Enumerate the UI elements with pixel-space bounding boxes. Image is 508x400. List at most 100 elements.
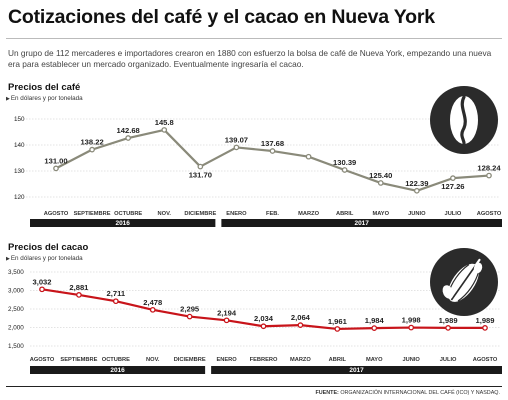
triangle-marker-icon: ▶ bbox=[6, 96, 10, 102]
coffee-data-label: 131.70 bbox=[189, 171, 212, 180]
coffee-y-tick-label: 120 bbox=[14, 194, 25, 201]
coffee-data-label: 130.39 bbox=[333, 158, 356, 167]
coffee-chart-title: Precios del café bbox=[8, 82, 81, 93]
coffee-x-tick-label: JULIO bbox=[445, 211, 462, 217]
coffee-data-point bbox=[197, 163, 204, 170]
cocoa-x-tick-label: MARZO bbox=[290, 357, 311, 363]
cocoa-data-point bbox=[76, 292, 82, 298]
coffee-data-label: 145.8 bbox=[155, 118, 174, 127]
cocoa-y-tick-label: 2,000 bbox=[8, 325, 24, 332]
coffee-data-label: 125.40 bbox=[369, 171, 392, 180]
cocoa-data-point bbox=[371, 325, 378, 331]
coffee-data-point bbox=[161, 127, 168, 133]
cocoa-y-tick-label: 3,000 bbox=[8, 288, 24, 295]
cocoa-data-point bbox=[186, 313, 193, 320]
cocoa-chart-subtitle: ▶En dólares y por tonelada bbox=[6, 255, 83, 262]
cocoa-data-label: 1,998 bbox=[402, 316, 421, 325]
coffee-x-tick-label: OCTUBRE bbox=[114, 211, 142, 217]
cocoa-x-tick-label: AGOSTO bbox=[473, 357, 498, 363]
cocoa-data-point bbox=[39, 286, 45, 293]
cocoa-data-point bbox=[260, 323, 267, 330]
coffee-chart-subtitle-text: En dólares y por tonelada bbox=[10, 95, 83, 102]
cocoa-x-tick-label: JUNIO bbox=[402, 357, 420, 363]
cocoa-data-label: 2,034 bbox=[254, 314, 274, 323]
cocoa-data-label: 2,711 bbox=[107, 289, 126, 298]
cocoa-data-point bbox=[297, 322, 304, 328]
coffee-x-tick-label: NOV. bbox=[158, 211, 172, 217]
coffee-data-point bbox=[233, 144, 240, 151]
cocoa-y-tick-label: 3,500 bbox=[8, 269, 24, 276]
coffee-x-tick-label: JUNIO bbox=[408, 211, 426, 217]
cocoa-pod-icon bbox=[430, 248, 498, 316]
title-divider bbox=[6, 38, 502, 39]
cocoa-x-tick-label: ABRIL bbox=[329, 357, 347, 363]
cocoa-data-label: 1,989 bbox=[475, 316, 494, 325]
coffee-year-label: 2017 bbox=[354, 220, 369, 227]
coffee-y-tick-label: 150 bbox=[14, 116, 25, 123]
cocoa-x-tick-label: ENERO bbox=[216, 357, 237, 363]
cocoa-data-point bbox=[112, 298, 119, 305]
cocoa-data-label: 3,032 bbox=[32, 277, 51, 286]
coffee-data-label: 131.00 bbox=[44, 156, 67, 165]
coffee-x-tick-label: ENERO bbox=[226, 211, 247, 217]
cocoa-data-point bbox=[223, 317, 230, 324]
coffee-x-tick-label: FEB. bbox=[266, 211, 279, 217]
cocoa-data-point bbox=[149, 306, 156, 313]
coffee-data-point bbox=[125, 135, 132, 141]
source-note: FUENTE: ORGANIZACIÓN INTERNACIONAL DEL C… bbox=[315, 390, 500, 396]
cocoa-chart-subtitle-text: En dólares y por tonelada bbox=[10, 255, 83, 262]
cocoa-data-point bbox=[482, 325, 488, 331]
triangle-marker-icon: ▶ bbox=[6, 256, 10, 262]
intro-text: Un grupo de 112 mercaderes e importadore… bbox=[8, 48, 492, 69]
cocoa-x-tick-label: NOV. bbox=[146, 357, 160, 363]
coffee-data-label: 139.07 bbox=[225, 135, 248, 144]
coffee-data-point bbox=[305, 153, 312, 160]
cocoa-data-label: 1,984 bbox=[365, 316, 385, 325]
coffee-bean-icon bbox=[430, 86, 498, 154]
coffee-data-label: 127.26 bbox=[441, 182, 464, 191]
coffee-data-label: 128.24 bbox=[477, 164, 501, 173]
footer-divider bbox=[6, 386, 502, 387]
cocoa-data-label: 1,989 bbox=[439, 316, 458, 325]
cocoa-x-tick-label: MAYO bbox=[366, 357, 383, 363]
coffee-data-point bbox=[413, 187, 420, 194]
cocoa-year-bar bbox=[30, 366, 206, 374]
cocoa-data-point bbox=[408, 324, 415, 331]
coffee-data-point bbox=[269, 148, 276, 154]
coffee-data-label: 138.22 bbox=[80, 138, 103, 147]
cocoa-x-tick-label: AGOSTO bbox=[30, 357, 55, 363]
cocoa-data-label: 2,295 bbox=[180, 305, 200, 314]
cocoa-y-tick-label: 1,500 bbox=[8, 343, 24, 350]
cocoa-x-tick-label: JULIO bbox=[440, 357, 457, 363]
coffee-x-tick-label: AGOSTO bbox=[44, 211, 69, 217]
cocoa-data-point bbox=[445, 325, 451, 331]
cocoa-x-tick-label: OCTUBRE bbox=[102, 357, 130, 363]
cocoa-year-bar bbox=[211, 366, 502, 374]
cocoa-data-label: 2,194 bbox=[217, 308, 237, 317]
coffee-data-label: 137.68 bbox=[261, 139, 284, 148]
coffee-y-tick-label: 140 bbox=[14, 142, 25, 149]
page-title: Cotizaciones del café y el cacao en Nuev… bbox=[8, 6, 435, 28]
coffee-x-tick-label: DICIEMBRE bbox=[184, 211, 216, 217]
cocoa-data-label: 2,064 bbox=[291, 313, 311, 322]
cocoa-chart-title: Precios del cacao bbox=[8, 242, 89, 253]
coffee-data-point bbox=[89, 146, 95, 153]
cocoa-x-tick-label: SEPTIEMBRE bbox=[60, 357, 97, 363]
coffee-x-tick-label: MARZO bbox=[298, 211, 319, 217]
coffee-data-point bbox=[53, 165, 59, 172]
coffee-year-bar bbox=[30, 219, 216, 227]
coffee-chart-subtitle: ▶En dólares y por tonelada bbox=[6, 95, 83, 102]
cocoa-x-tick-label: DICIEMBRE bbox=[174, 357, 206, 363]
cocoa-data-label: 2,478 bbox=[143, 298, 162, 307]
coffee-x-tick-label: ABRIL bbox=[336, 211, 354, 217]
coffee-data-point bbox=[341, 167, 348, 173]
coffee-year-label: 2016 bbox=[115, 220, 130, 227]
coffee-year-bar bbox=[221, 219, 502, 227]
cocoa-y-tick-label: 2,500 bbox=[8, 306, 24, 313]
coffee-data-label: 142.68 bbox=[117, 126, 140, 135]
coffee-data-point bbox=[377, 180, 384, 186]
cocoa-year-label: 2017 bbox=[349, 367, 364, 374]
coffee-y-tick-label: 130 bbox=[14, 168, 25, 175]
cocoa-data-point bbox=[334, 326, 341, 332]
